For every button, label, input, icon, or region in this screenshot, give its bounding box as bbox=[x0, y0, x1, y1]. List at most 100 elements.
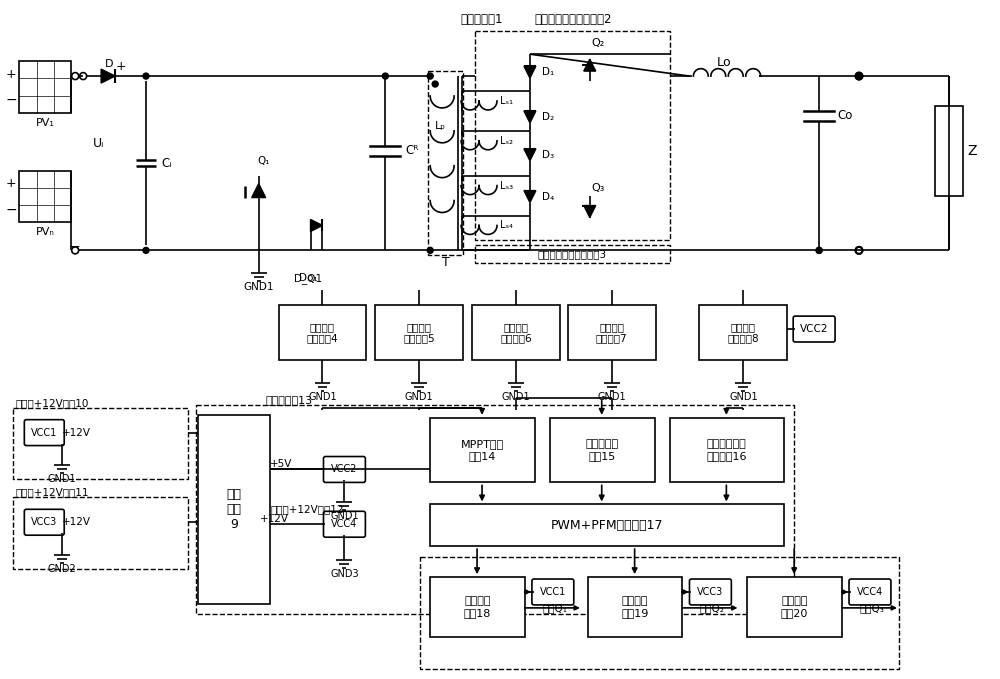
Bar bbox=[375, 305, 463, 360]
Text: Q₂: Q₂ bbox=[591, 38, 604, 48]
Text: Lₛ₂: Lₛ₂ bbox=[500, 136, 513, 146]
Text: Lᴏ: Lᴏ bbox=[717, 56, 732, 69]
Text: Lₛ₁: Lₛ₁ bbox=[500, 96, 513, 106]
Polygon shape bbox=[524, 111, 536, 123]
Text: −: − bbox=[6, 93, 17, 107]
Circle shape bbox=[427, 247, 433, 253]
Text: Q₁: Q₁ bbox=[257, 155, 270, 166]
Text: Lₚ: Lₚ bbox=[435, 121, 446, 131]
Text: +12V: +12V bbox=[62, 428, 91, 438]
Text: VCC1: VCC1 bbox=[540, 587, 566, 597]
Polygon shape bbox=[524, 66, 536, 78]
FancyBboxPatch shape bbox=[849, 579, 891, 605]
Polygon shape bbox=[584, 206, 596, 217]
Text: D₄: D₄ bbox=[542, 191, 554, 202]
Text: Lₛ₄: Lₛ₄ bbox=[500, 221, 513, 230]
Text: GND1: GND1 bbox=[729, 392, 758, 402]
FancyBboxPatch shape bbox=[24, 420, 64, 445]
Text: +: + bbox=[116, 60, 126, 73]
Bar bbox=[670, 418, 784, 482]
Text: Dᴏ₁: Dᴏ₁ bbox=[299, 273, 318, 283]
Bar bbox=[19, 170, 71, 223]
Text: 驱动Q₃: 驱动Q₃ bbox=[860, 603, 884, 613]
Text: D₃: D₃ bbox=[542, 150, 554, 160]
Text: +: + bbox=[6, 177, 17, 190]
Text: 第二路+12V输出11: 第二路+12V输出11 bbox=[15, 488, 89, 498]
Text: +: + bbox=[6, 68, 17, 81]
Text: −: − bbox=[68, 240, 80, 253]
Text: D: D bbox=[105, 59, 113, 69]
Text: GND1: GND1 bbox=[308, 392, 337, 402]
Circle shape bbox=[382, 73, 388, 79]
Circle shape bbox=[143, 73, 149, 79]
Text: 反激
电源
9: 反激 电源 9 bbox=[226, 488, 241, 531]
Text: 软开关判断
程序15: 软开关判断 程序15 bbox=[586, 439, 619, 461]
Bar bbox=[550, 418, 655, 482]
Text: 控制单片机13: 控制单片机13 bbox=[266, 394, 313, 405]
Text: D₂: D₂ bbox=[542, 112, 554, 122]
Bar bbox=[588, 577, 682, 637]
Text: VCC4: VCC4 bbox=[857, 587, 883, 597]
FancyBboxPatch shape bbox=[793, 316, 835, 342]
Text: Cᵢ: Cᵢ bbox=[161, 157, 171, 170]
Text: PV₁: PV₁ bbox=[36, 118, 55, 128]
Text: GND3: GND3 bbox=[330, 569, 359, 579]
Bar bbox=[279, 305, 366, 360]
Text: VCC3: VCC3 bbox=[31, 517, 57, 528]
Text: VCC4: VCC4 bbox=[331, 519, 358, 529]
Bar bbox=[428, 71, 463, 255]
Bar bbox=[747, 577, 842, 637]
Bar bbox=[699, 305, 787, 360]
Bar bbox=[472, 305, 560, 360]
Text: D_Q1: D_Q1 bbox=[294, 273, 323, 284]
Circle shape bbox=[816, 247, 822, 253]
Polygon shape bbox=[311, 219, 322, 232]
Bar bbox=[19, 61, 71, 113]
Bar bbox=[13, 497, 188, 569]
Text: +12V: +12V bbox=[62, 517, 91, 528]
Text: 第一电流
采样电路5: 第一电流 采样电路5 bbox=[403, 322, 435, 344]
Polygon shape bbox=[252, 183, 266, 198]
Bar bbox=[568, 305, 656, 360]
Text: 输出电压
采样电路8: 输出电压 采样电路8 bbox=[728, 322, 759, 344]
Text: T: T bbox=[442, 256, 450, 269]
Text: VCC1: VCC1 bbox=[31, 428, 57, 438]
Text: 第二电流
采样电路7: 第二电流 采样电路7 bbox=[596, 322, 628, 344]
Text: 第一驱动
电路18: 第一驱动 电路18 bbox=[464, 596, 491, 618]
Polygon shape bbox=[101, 69, 115, 83]
Text: VCC2: VCC2 bbox=[331, 464, 358, 475]
Text: Cᴏ: Cᴏ bbox=[837, 109, 852, 122]
Text: GND1: GND1 bbox=[48, 475, 77, 484]
Bar bbox=[935, 106, 963, 196]
FancyBboxPatch shape bbox=[323, 511, 365, 537]
FancyBboxPatch shape bbox=[24, 509, 64, 535]
Bar bbox=[430, 504, 784, 546]
Text: 电压电流反馈
控制程序16: 电压电流反馈 控制程序16 bbox=[707, 439, 747, 461]
Text: 第二高频全波整流电路3: 第二高频全波整流电路3 bbox=[538, 249, 607, 259]
FancyBboxPatch shape bbox=[323, 456, 365, 482]
FancyBboxPatch shape bbox=[532, 579, 574, 605]
Text: +12V: +12V bbox=[260, 514, 289, 524]
Text: D₁: D₁ bbox=[542, 67, 554, 77]
Text: 高频变压器1: 高频变压器1 bbox=[460, 13, 503, 26]
Text: GND1: GND1 bbox=[330, 511, 359, 521]
Text: VCC3: VCC3 bbox=[697, 587, 724, 597]
Text: GND1: GND1 bbox=[597, 392, 626, 402]
Text: Z: Z bbox=[968, 144, 977, 158]
Polygon shape bbox=[524, 149, 536, 161]
Circle shape bbox=[143, 247, 149, 253]
Text: GND2: GND2 bbox=[48, 564, 77, 574]
Text: 驱动Q₁: 驱动Q₁ bbox=[542, 603, 567, 613]
Circle shape bbox=[427, 73, 433, 79]
Text: GND1: GND1 bbox=[405, 392, 434, 402]
Text: PVₙ: PVₙ bbox=[36, 227, 55, 238]
Text: 第一路+12V输出10: 第一路+12V输出10 bbox=[15, 398, 89, 408]
Text: VCC2: VCC2 bbox=[800, 324, 828, 334]
Bar bbox=[475, 245, 670, 263]
Text: 第一电压
采样电路4: 第一电压 采样电路4 bbox=[307, 322, 338, 344]
Text: 第一高频全波整流电路2: 第一高频全波整流电路2 bbox=[535, 13, 612, 26]
Text: GND1: GND1 bbox=[243, 282, 274, 292]
Polygon shape bbox=[524, 191, 536, 202]
Text: GND1: GND1 bbox=[502, 392, 530, 402]
Text: 第三路+12V输出12: 第三路+12V输出12 bbox=[271, 504, 344, 514]
